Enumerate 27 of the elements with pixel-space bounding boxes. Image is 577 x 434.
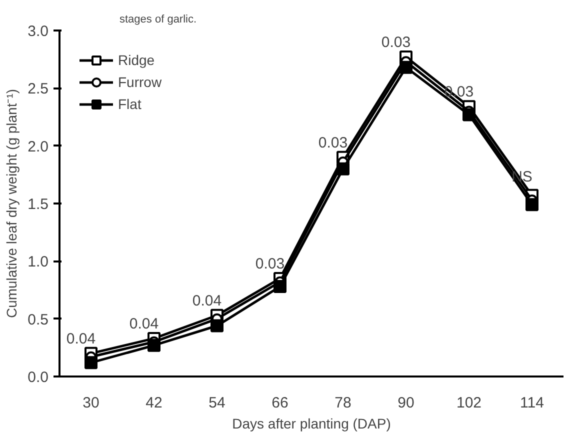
x-tick-label: 42 <box>146 394 162 412</box>
y-tick-label: 1.0 <box>28 254 49 271</box>
legend-label: Ridge <box>118 52 155 68</box>
y-tick-label: 0.5 <box>28 311 49 328</box>
x-axis-title: Days after planting (DAP) <box>232 416 391 432</box>
x-tick-label: 90 <box>398 394 414 412</box>
annotation: 0.03 <box>318 134 348 152</box>
chart-title: stages of garlic. <box>120 14 197 26</box>
legend-label: Flat <box>118 96 142 112</box>
x-tick-label: 78 <box>334 394 352 412</box>
annotation: 0.04 <box>129 315 159 332</box>
x-tick-label: 30 <box>82 394 100 412</box>
x-tick-label: 66 <box>272 394 288 412</box>
annotation: 0.03 <box>381 34 411 52</box>
annotation: 0.03 <box>255 255 285 272</box>
annotation: 0.04 <box>192 292 222 310</box>
y-axis-title: Cumulative leaf dry weight (g plant⁻¹) <box>4 88 20 318</box>
annotation: 0.04 <box>66 330 96 348</box>
y-tick-label: 2.0 <box>28 138 49 156</box>
x-tick-label: 114 <box>520 394 544 412</box>
y-tick-label: 2.5 <box>28 80 49 98</box>
legend-label: Furrow <box>118 74 162 90</box>
y-tick-label: 1.5 <box>28 196 49 213</box>
x-tick-label: 54 <box>208 394 226 412</box>
y-tick-label: 0.0 <box>28 369 49 386</box>
y-tick-label: 3.0 <box>28 23 49 40</box>
x-tick-label: 102 <box>456 394 482 412</box>
